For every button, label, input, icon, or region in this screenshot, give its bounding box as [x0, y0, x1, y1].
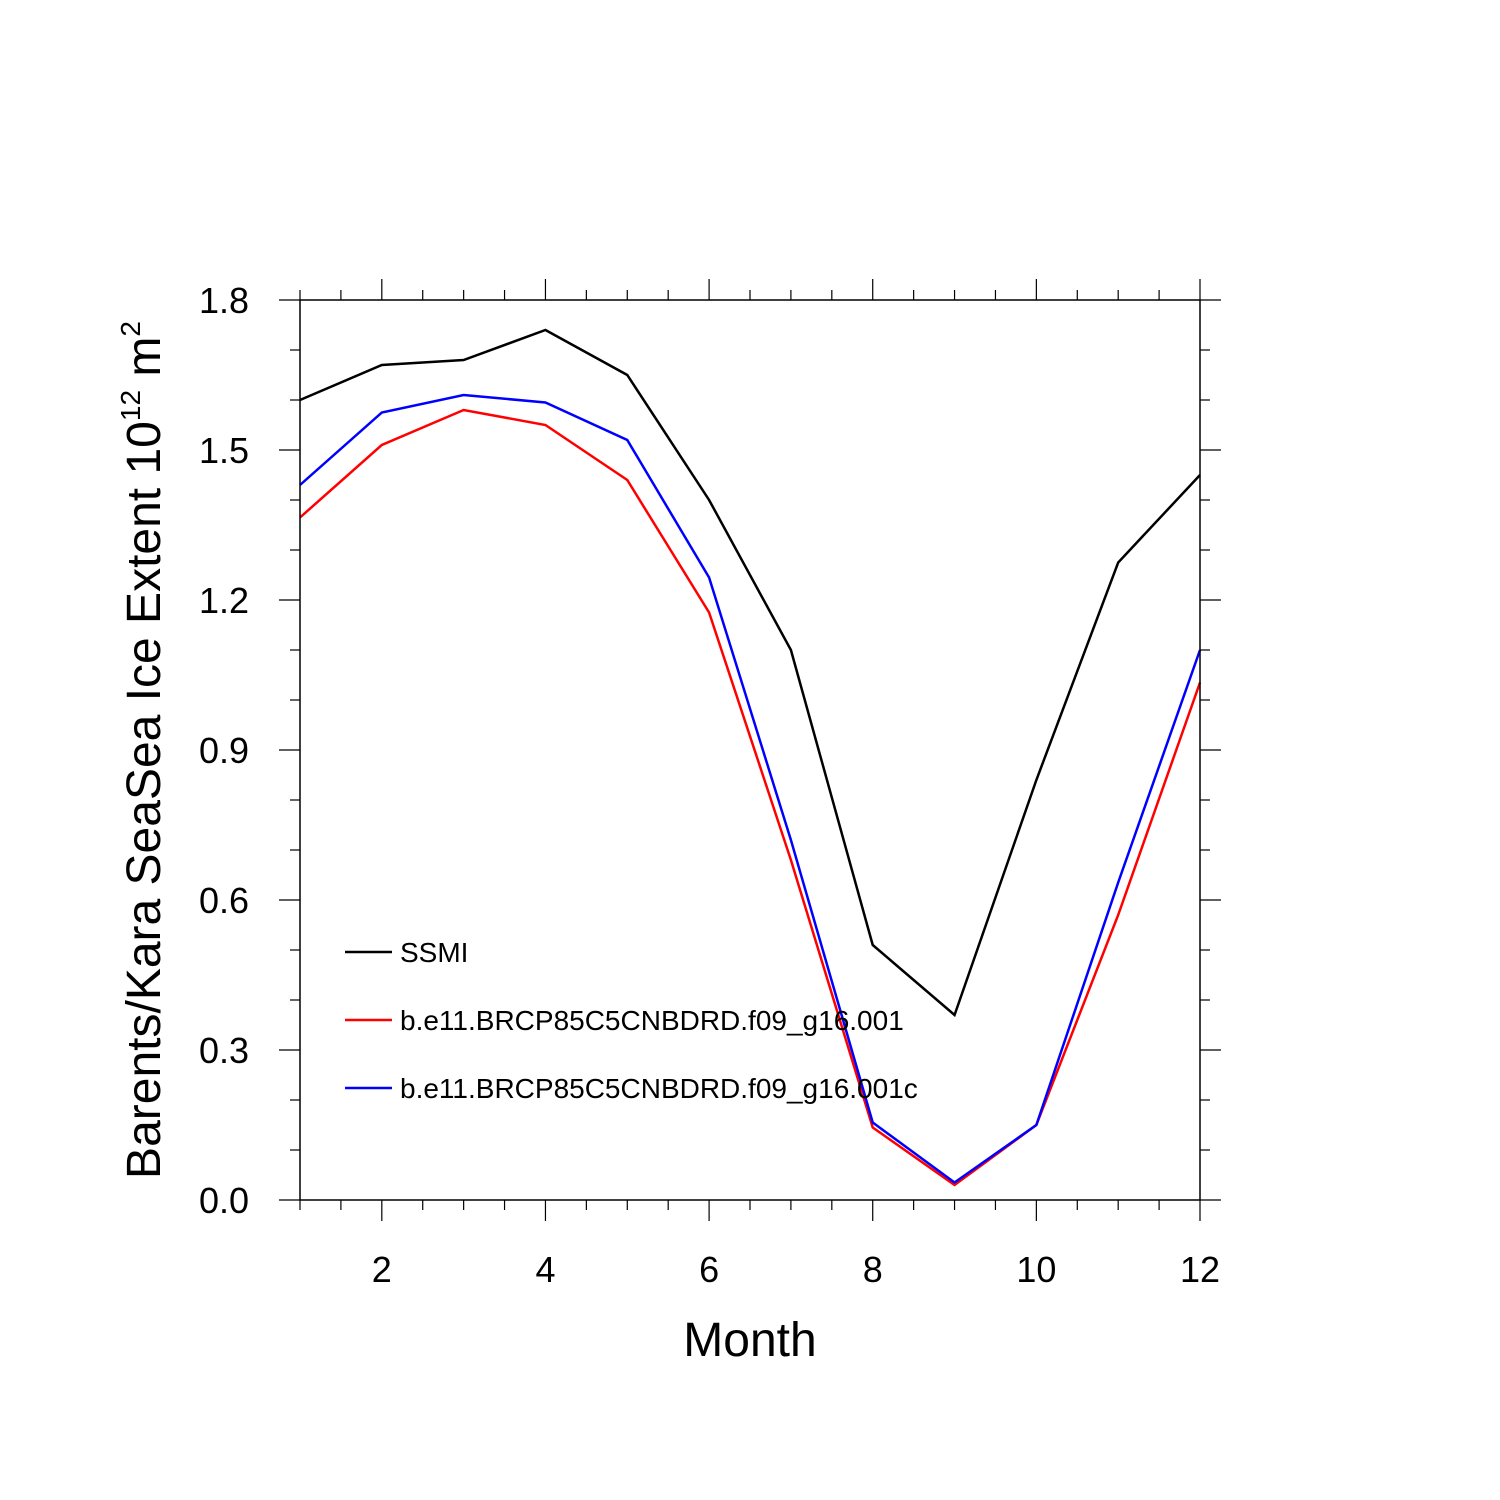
plot-frame [299, 299, 1201, 1201]
x-tick-label: 2 [372, 1249, 392, 1290]
x-tick-label: 4 [535, 1249, 555, 1290]
tick-marks [279, 279, 1221, 1221]
x-tick-label: 8 [863, 1249, 883, 1290]
x-tick-label: 12 [1180, 1249, 1220, 1290]
y-axis-title-unit: m [118, 337, 171, 390]
legend-label: b.e11.BRCP85C5CNBDRD.f09_g16.001c [400, 1073, 918, 1104]
x-tick-label: 10 [1016, 1249, 1056, 1290]
y-tick-labels: 0.0 0.3 0.6 0.9 1.2 1.5 1.8 [199, 280, 249, 1221]
x-tick-label: 6 [699, 1249, 719, 1290]
legend-label: b.e11.BRCP85C5CNBDRD.f09_g16.001 [400, 1005, 904, 1036]
series-line-2 [299, 408, 1202, 1187]
legend-label: SSMI [400, 937, 468, 968]
x-axis-title: Month [683, 1314, 816, 1367]
legend: SSMI b.e11.BRCP85C5CNBDRD.f09_g16.001 b.e1… [345, 937, 918, 1104]
y-tick-label: 0.0 [199, 1180, 249, 1221]
y-tick-label: 1.5 [199, 430, 249, 471]
series-line-3 [299, 393, 1202, 1185]
y-tick-label: 0.3 [199, 1030, 249, 1071]
y-tick-label: 0.6 [199, 880, 249, 921]
y-tick-label: 1.2 [199, 580, 249, 621]
y-axis-title-exponent: 12 [115, 390, 146, 421]
y-axis-title-unit-exponent: 2 [115, 321, 146, 337]
y-tick-label: 0.9 [199, 730, 249, 771]
y-tick-label: 1.8 [199, 280, 249, 321]
series-lines [299, 328, 1202, 1187]
y-axis-title-main: Barents/Kara SeaSea Ice Extent 10 [118, 421, 171, 1179]
x-tick-labels: 2 4 6 8 10 12 [372, 1249, 1220, 1290]
series-line-1 [299, 328, 1201, 1018]
y-axis-title: Barents/Kara SeaSea Ice Extent 1012 m2 [115, 321, 171, 1179]
